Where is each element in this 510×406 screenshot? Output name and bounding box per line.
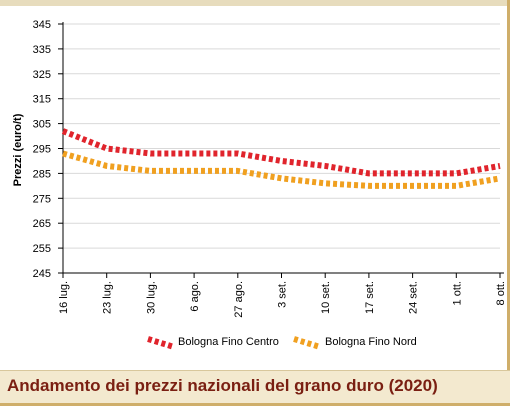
grid-lines: [63, 23, 500, 249]
right-border: [507, 0, 510, 406]
series-line-bologna-fino-centro: [61, 128, 501, 177]
legend: Bologna Fino Centro Bologna Fino Nord: [147, 336, 417, 350]
series-lines: [61, 128, 501, 189]
y-tick-label-325: 325: [33, 69, 51, 81]
y-tick-label-335: 335: [33, 44, 51, 56]
x-tick-label-30-lug: 30 lug.: [145, 281, 157, 314]
legend-label-bologna-fino-centro: Bologna Fino Centro: [178, 336, 279, 348]
x-tick-label-16-lug: 16 lug.: [58, 281, 70, 314]
y-tick-label-345: 345: [33, 19, 51, 31]
x-tick-label-24-set: 24 set.: [408, 281, 420, 314]
series-line-bologna-fino-nord: [62, 150, 501, 189]
y-tick-label-265: 265: [33, 218, 51, 230]
caption-underline: [0, 403, 510, 406]
y-axis-title: Prezzi (euro/t): [12, 113, 24, 186]
x-tick-label-27-ago: 27 ago.: [233, 281, 245, 318]
y-tick-label-285: 285: [33, 168, 51, 180]
x-tick-labels: 16 lug. 23 lug. 30 lug. 6 ago. 27 ago. 3 set.…: [58, 273, 507, 318]
chart-caption: Andamento dei prezzi nazionali del grano…: [7, 376, 438, 395]
x-tick-label-1-ott: 1 ott.: [451, 281, 463, 305]
chart-caption-bar: Andamento dei prezzi nazionali del grano…: [0, 370, 510, 406]
legend-swatch-bologna-fino-centro: [147, 336, 175, 350]
x-tick-label-10-set: 10 set.: [320, 281, 332, 314]
top-border: [0, 0, 510, 6]
legend-label-bologna-fino-nord: Bologna Fino Nord: [325, 336, 417, 348]
x-tick-label-17-set: 17 set.: [364, 281, 376, 314]
x-tick-label-6-ago: 6 ago.: [189, 281, 201, 312]
x-tick-label-3-set: 3 set.: [277, 281, 289, 308]
y-tick-label-295: 295: [33, 144, 51, 156]
x-tick-label-8-ott: 8 ott.: [495, 281, 507, 305]
line-chart: 245 255 265 275 285 295 305 315 325 335 345 16 lug…: [12, 19, 507, 350]
axes: [62, 22, 504, 274]
y-tick-label-255: 255: [33, 243, 51, 255]
y-tick-labels: 245 255 265 275 285 295 305 315 325 335 345: [33, 19, 63, 280]
y-tick-label-245: 245: [33, 268, 51, 280]
x-tick-label-23-lug: 23 lug.: [102, 281, 114, 314]
legend-swatch-bologna-fino-nord: [293, 336, 321, 350]
y-tick-label-275: 275: [33, 193, 51, 205]
y-tick-label-305: 305: [33, 119, 51, 131]
y-tick-label-315: 315: [33, 94, 51, 106]
